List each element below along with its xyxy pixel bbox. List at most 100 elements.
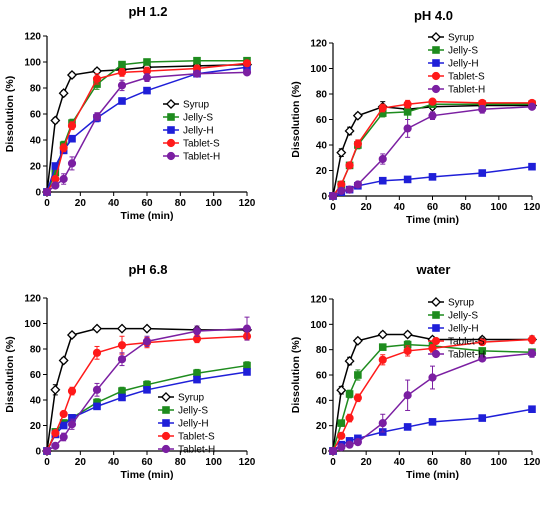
data-point-syrup bbox=[336, 385, 347, 396]
x-tick-label: 60 bbox=[427, 202, 439, 213]
x-tick-label: 120 bbox=[524, 457, 541, 468]
y-tick-label: 80 bbox=[30, 345, 42, 356]
legend-label-tablet-s: Tablet-S bbox=[183, 139, 220, 150]
legend-marker-tablet-h bbox=[431, 349, 441, 359]
x-tick-label: 80 bbox=[175, 198, 187, 209]
legend-marker-jelly-s bbox=[432, 311, 440, 319]
legend-label-jelly-h: Jelly-H bbox=[448, 324, 479, 335]
x-tick-label: 20 bbox=[361, 457, 373, 468]
series-tablet-s bbox=[328, 335, 537, 456]
legend-label-syrup: Syrup bbox=[183, 100, 210, 111]
chart-panel-3: pH 6.8 0 20 40 60 80 100 120 0 20 40 60 80 100 120 Time… bbox=[4, 262, 256, 481]
data-point-jelly-s bbox=[337, 419, 346, 427]
legend-marker-jelly-s bbox=[432, 46, 440, 54]
data-point-tablet-s bbox=[67, 386, 77, 396]
data-point-tablet-h bbox=[51, 441, 60, 450]
data-point-tablet-h bbox=[527, 349, 537, 358]
data-point-tablet-h bbox=[353, 180, 362, 189]
data-point-syrup bbox=[352, 110, 363, 121]
data-point-tablet-h bbox=[328, 191, 338, 201]
legend-label-syrup: Syrup bbox=[448, 33, 475, 44]
series-tablet-h bbox=[328, 349, 537, 456]
y-tick-label: 80 bbox=[30, 84, 42, 95]
legend-marker-jelly-h bbox=[432, 59, 440, 67]
data-point-syrup bbox=[50, 115, 61, 126]
data-point-tablet-h bbox=[117, 355, 127, 364]
legend-marker-jelly-s bbox=[162, 406, 170, 414]
legend-label-tablet-h: Tablet-H bbox=[178, 445, 215, 456]
data-point-jelly-h bbox=[93, 402, 101, 411]
y-tick-label: 40 bbox=[30, 396, 42, 407]
data-point-tablet-h bbox=[59, 432, 68, 442]
data-point-tablet-h bbox=[403, 124, 412, 133]
y-tick-label: 40 bbox=[316, 396, 328, 407]
data-point-tablet-h bbox=[337, 186, 346, 195]
legend-label-jelly-h: Jelly-H bbox=[178, 419, 209, 430]
data-point-syrup bbox=[141, 323, 153, 334]
series-tablet-h bbox=[42, 316, 252, 456]
y-tick-label: 120 bbox=[24, 294, 41, 305]
x-tick-label: 0 bbox=[330, 457, 336, 468]
y-tick-label: 60 bbox=[316, 115, 328, 126]
x-axis-label: Time (min) bbox=[121, 469, 174, 481]
y-tick-label: 40 bbox=[30, 136, 42, 147]
data-point-tablet-h bbox=[67, 159, 77, 168]
data-point-syrup bbox=[66, 329, 78, 340]
legend-marker-syrup bbox=[430, 31, 442, 43]
data-point-jelly-s bbox=[118, 387, 126, 395]
x-tick-label: 40 bbox=[108, 457, 120, 468]
x-tick-label: 100 bbox=[490, 457, 507, 468]
data-point-jelly-h bbox=[118, 97, 126, 105]
data-point-tablet-h bbox=[428, 373, 437, 382]
data-point-jelly-h bbox=[528, 405, 536, 413]
x-tick-label: 60 bbox=[427, 457, 439, 468]
y-tick-label: 0 bbox=[35, 188, 41, 199]
data-point-tablet-h bbox=[142, 337, 152, 346]
y-tick-label: 0 bbox=[321, 192, 327, 203]
x-tick-label: 0 bbox=[44, 198, 50, 209]
data-point-syrup bbox=[352, 335, 363, 346]
data-point-jelly-s bbox=[193, 56, 201, 65]
data-point-tablet-h bbox=[59, 174, 68, 184]
legend: Syrup Jelly-S Jelly-H Tablet-S Tablet-H bbox=[428, 31, 485, 96]
data-point-jelly-h bbox=[143, 386, 151, 394]
x-axis-label: Time (min) bbox=[406, 214, 459, 226]
y-tick-label: 80 bbox=[316, 345, 328, 356]
legend-label-jelly-s: Jelly-S bbox=[448, 46, 478, 57]
y-tick-label: 60 bbox=[30, 110, 42, 121]
series-line-syrup bbox=[46, 63, 248, 193]
legend-label-tablet-h: Tablet-H bbox=[448, 350, 485, 361]
y-tick-label: 80 bbox=[316, 90, 328, 101]
y-axis-label: Dissolution (%) bbox=[290, 337, 302, 413]
data-point-tablet-h bbox=[51, 181, 60, 190]
x-tick-label: 40 bbox=[108, 198, 120, 209]
data-point-syrup bbox=[66, 69, 78, 81]
data-point-jelly-s bbox=[143, 58, 151, 66]
y-tick-label: 20 bbox=[316, 166, 328, 177]
chart-title: pH 4.0 bbox=[414, 8, 453, 23]
series-tablet-h bbox=[42, 68, 252, 197]
data-point-tablet-h bbox=[328, 446, 338, 456]
y-tick-label: 100 bbox=[310, 64, 327, 75]
data-point-tablet-h bbox=[478, 105, 487, 114]
legend-marker-syrup bbox=[165, 98, 177, 110]
legend-marker-syrup bbox=[430, 296, 442, 308]
data-point-jelly-h bbox=[478, 169, 487, 177]
data-point-tablet-s bbox=[337, 431, 346, 440]
x-tick-label: 120 bbox=[239, 457, 256, 468]
data-point-jelly-s bbox=[354, 371, 362, 379]
data-point-syrup bbox=[50, 384, 61, 395]
data-point-jelly-h bbox=[243, 368, 251, 376]
x-axis-label: Time (min) bbox=[121, 210, 174, 222]
data-point-jelly-h bbox=[403, 175, 412, 184]
series-line-jelly-h bbox=[46, 66, 248, 193]
y-tick-label: 100 bbox=[310, 320, 327, 331]
x-tick-label: 20 bbox=[361, 202, 373, 213]
data-point-tablet-s bbox=[353, 139, 362, 148]
data-point-tablet-s bbox=[478, 337, 487, 347]
data-point-tablet-s bbox=[67, 121, 77, 130]
y-axis-label: Dissolution (%) bbox=[4, 76, 16, 152]
series-line-jelly-s bbox=[46, 364, 248, 452]
legend-marker-tablet-s bbox=[161, 431, 171, 441]
legend-label-tablet-h: Tablet-H bbox=[448, 85, 485, 96]
